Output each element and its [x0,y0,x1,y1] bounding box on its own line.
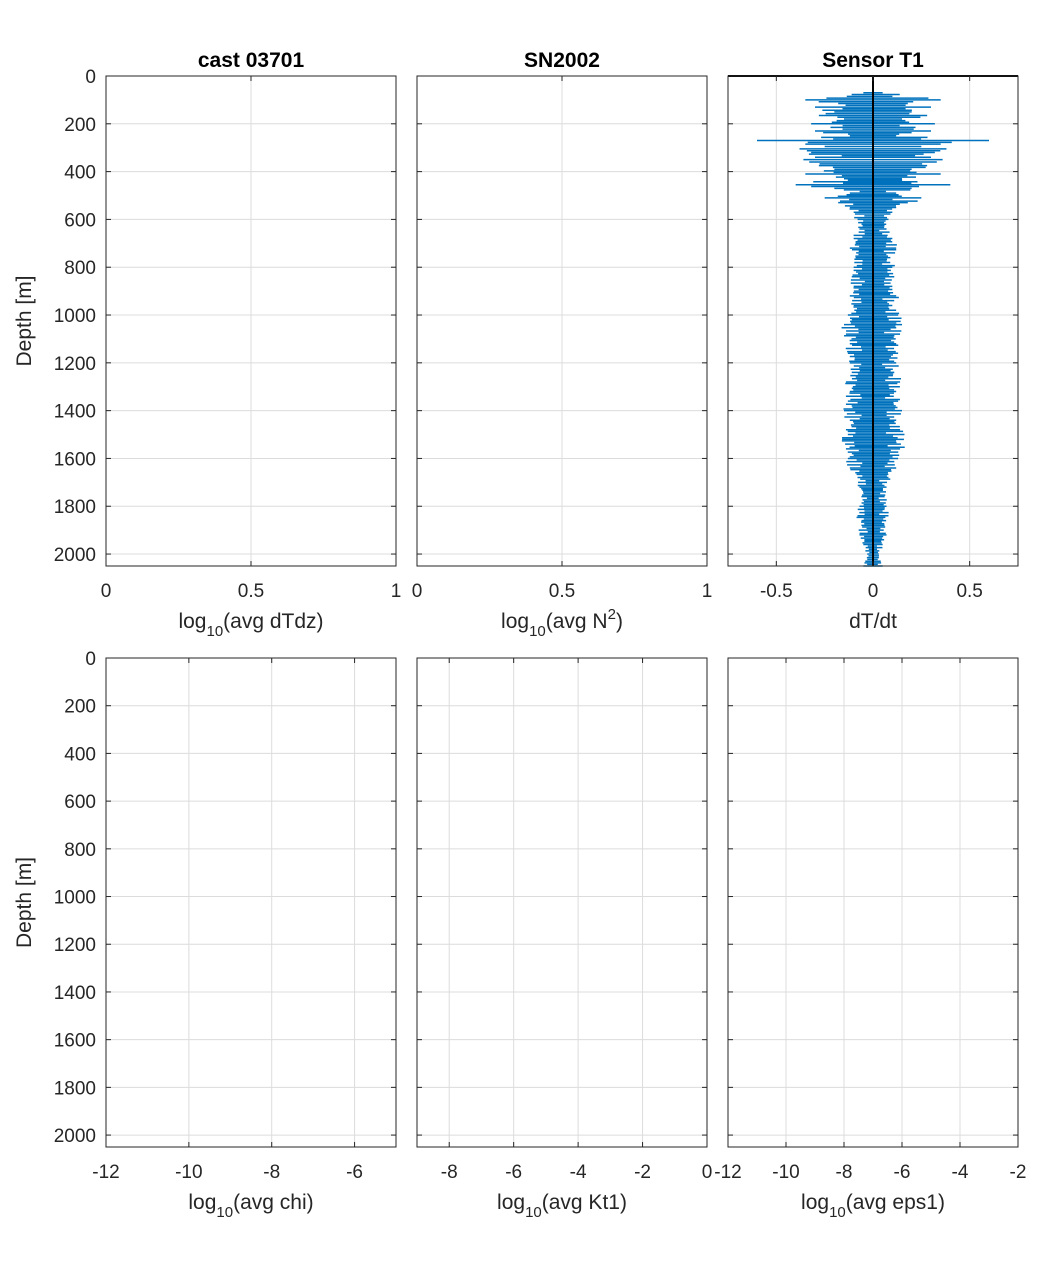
subplot-bottom-middle: -8 -6 -4 -2 0 log10(avg Kt1) [416,657,713,1221]
x-tick-label: 0 [412,581,423,602]
y-tick-label: 1600 [54,449,96,470]
y-tick-label: 600 [64,210,96,231]
subplot-top-middle: 0 0.5 1 SN2002 log10(avg N2) [412,49,713,640]
y-tick-label: 1400 [54,402,96,423]
y-tick-label: 1800 [54,497,96,518]
y-tick-label: 1200 [54,354,96,375]
y-tick-label: 1800 [54,1078,96,1099]
axes-frame [727,657,1019,1148]
x-tick-label: -8 [441,1162,458,1183]
subplot-bottom-right: -12 -10 -8 -6 -4 -2 log10(avg eps1) [714,657,1027,1221]
y-tick-label: 400 [64,744,96,765]
x-tick-label: 0 [868,581,879,602]
x-axis-label: log10(avg dTdz) [178,610,323,640]
x-tick-label: -2 [1010,1162,1027,1183]
y-tick-label: 2000 [54,545,96,566]
x-tick-label: 0 [702,1162,713,1183]
x-axis-label: log10(avg Kt1) [497,1191,627,1221]
subplot-title: cast 03701 [198,49,305,72]
y-tick-label: 200 [64,697,96,718]
x-axis-label: log10(avg N2) [501,606,623,640]
y-tick-label: 600 [64,792,96,813]
y-axis-label: Depth [m] [13,857,36,948]
y-tick-label: 0 [85,649,96,670]
x-tick-label: -6 [894,1162,911,1183]
x-tick-label: -4 [952,1162,969,1183]
x-tick-label: -0.5 [760,581,793,602]
x-tick-label: -2 [634,1162,651,1183]
x-tick-label: -4 [570,1162,587,1183]
subplot-top-left: 0 0.5 1 0 200 400 600 800 1000 1200 1400 1600 1800 20… [13,49,401,640]
x-axis-label: dT/dt [849,610,897,633]
x-axis-label: log10(avg eps1) [801,1191,945,1221]
y-tick-label: 2000 [54,1126,96,1147]
x-tick-label: -6 [505,1162,522,1183]
y-tick-label: 1200 [54,935,96,956]
y-tick-label: 0 [85,67,96,88]
x-tick-label: 1 [391,581,402,602]
x-tick-label: -12 [714,1162,741,1183]
x-tick-label: -8 [836,1162,853,1183]
x-tick-label: -6 [346,1162,363,1183]
y-tick-label: 1000 [54,888,96,909]
y-tick-label: 1600 [54,1031,96,1052]
y-tick-label: 200 [64,115,96,136]
x-tick-label: -12 [92,1162,119,1183]
y-tick-label: 800 [64,258,96,279]
x-tick-label: -8 [263,1162,280,1183]
y-axis-label: Depth [m] [13,275,36,366]
axes-frame [105,657,397,1148]
axes-frame [416,657,708,1148]
subplot-bottom-left: -12 -10 -8 -6 0 200 400 600 800 1000 1200 1400 1600 1… [13,649,397,1221]
x-axis-label: log10(avg chi) [188,1191,313,1221]
x-tick-label: 0.5 [956,581,982,602]
x-tick-label: -10 [772,1162,799,1183]
x-tick-label: 0.5 [549,581,575,602]
y-tick-label: 1000 [54,306,96,327]
x-tick-label: 0.5 [238,581,264,602]
x-tick-label: -10 [175,1162,202,1183]
x-tick-label: 1 [702,581,713,602]
x-tick-label: 0 [101,581,112,602]
y-tick-label: 800 [64,840,96,861]
y-tick-label: 400 [64,163,96,184]
subplot-top-right: -0.5 0 0.5 Sensor T1 dT/dt [727,49,1019,633]
y-tick-label: 1400 [54,983,96,1004]
subplot-title: Sensor T1 [822,49,924,72]
subplot-title: SN2002 [524,49,600,72]
